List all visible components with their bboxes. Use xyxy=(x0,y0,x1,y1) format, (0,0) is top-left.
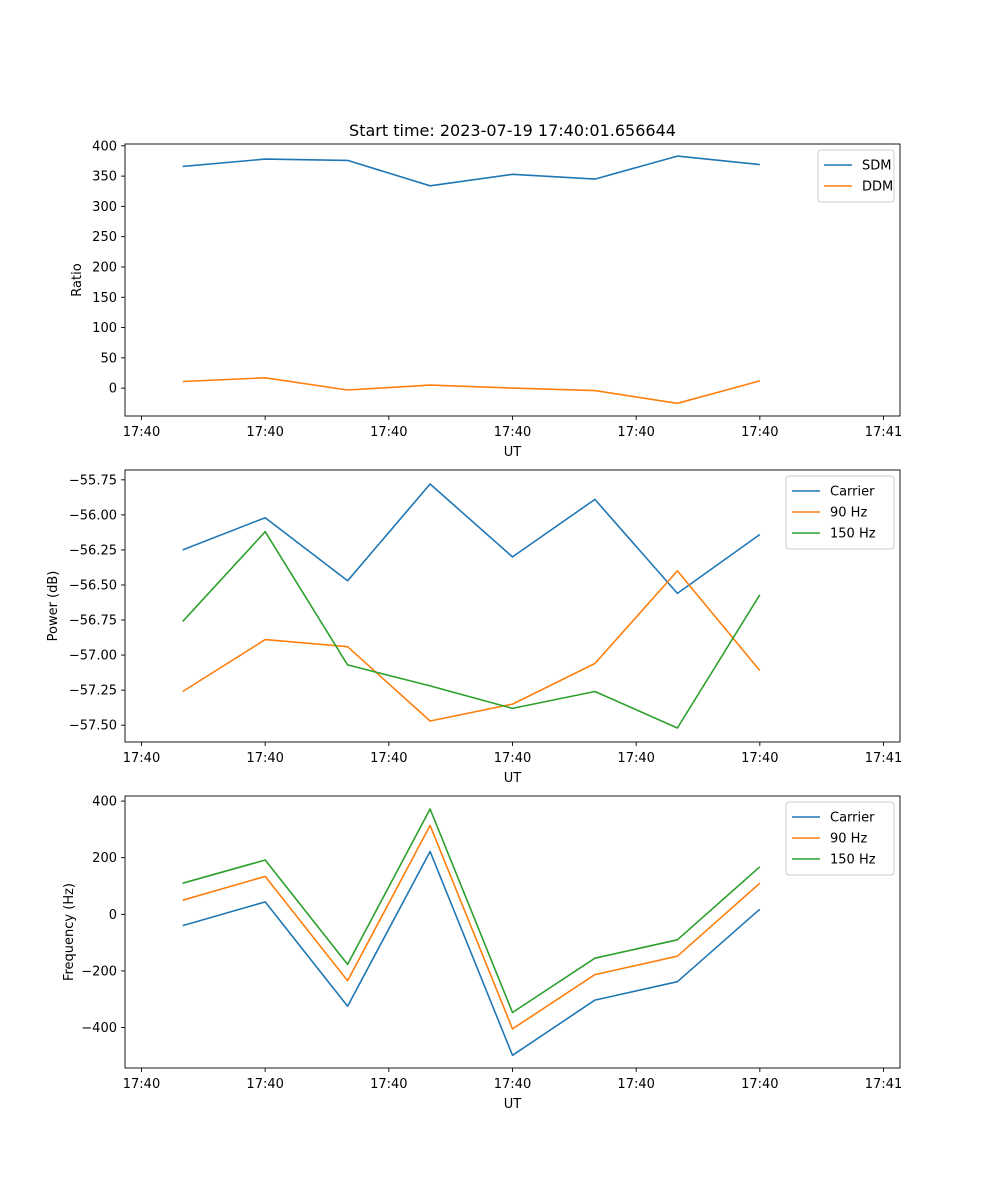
legend-box xyxy=(817,149,895,203)
y-tick-label: 0 xyxy=(109,382,117,397)
x-tick-label: 17:41 xyxy=(865,751,902,766)
x-tick-label: 17:40 xyxy=(123,1077,160,1092)
y-tick-label: 200 xyxy=(92,260,117,275)
series-line-90-hz xyxy=(182,824,761,1030)
y-tick-label: −57.25 xyxy=(69,684,117,699)
y-tick-label: 300 xyxy=(92,200,117,215)
x-tick-label: 17:40 xyxy=(617,751,654,766)
series-line-carrier xyxy=(182,483,761,595)
x-tick-label: 17:40 xyxy=(123,751,160,766)
legend-label: 150 Hz xyxy=(830,853,876,868)
y-axis-label: Power (dB) xyxy=(46,571,61,642)
legend-label: SDM xyxy=(862,159,891,174)
x-tick-label: 17:40 xyxy=(370,425,407,440)
x-tick-label: 17:40 xyxy=(741,425,778,440)
y-tick-label: 400 xyxy=(92,139,117,154)
y-tick-label: 100 xyxy=(92,321,117,336)
y-tick-label: 350 xyxy=(92,170,117,185)
x-tick-label: 17:40 xyxy=(370,1077,407,1092)
y-tick-label: 0 xyxy=(109,908,117,923)
y-tick-label: 50 xyxy=(100,351,117,366)
legend-label: DDM xyxy=(862,180,893,195)
legend-label: Carrier xyxy=(830,485,875,500)
x-tick-label: 17:40 xyxy=(741,751,778,766)
legend-label: 90 Hz xyxy=(830,506,867,521)
series-line-carrier xyxy=(182,850,761,1057)
x-tick-label: 17:40 xyxy=(494,751,531,766)
subplot-1: Start time: 2023-07-19 17:40:01.656644 17… xyxy=(70,121,902,460)
y-tick-label: −200 xyxy=(81,964,117,979)
x-tick-label: 17:40 xyxy=(370,751,407,766)
x-tick-label: 17:40 xyxy=(123,425,160,440)
x-tick-label: 17:40 xyxy=(494,1077,531,1092)
y-tick-label: −56.25 xyxy=(69,543,117,558)
chart-title: Start time: 2023-07-19 17:40:01.656644 xyxy=(349,121,676,140)
x-tick-label: 17:40 xyxy=(741,1077,778,1092)
legend: Carrier 90 Hz 150 Hz xyxy=(785,475,895,550)
series-line-ddm xyxy=(182,376,761,405)
legend: SDM DDM xyxy=(817,149,895,203)
x-tick-label: 17:40 xyxy=(494,425,531,440)
x-tick-label: 17:41 xyxy=(865,425,902,440)
series-line-90-hz xyxy=(182,570,761,722)
series-line-150-hz xyxy=(182,808,761,1014)
y-tick-label: −56.50 xyxy=(69,578,117,593)
y-axis-label: Ratio xyxy=(70,263,85,296)
series-line-150-hz xyxy=(182,530,761,729)
legend-label: 150 Hz xyxy=(830,527,876,542)
y-tick-label: −57.50 xyxy=(69,719,117,734)
x-axis-label: UT xyxy=(504,1097,522,1112)
x-tick-label: 17:40 xyxy=(246,1077,283,1092)
y-tick-label: −56.00 xyxy=(69,508,117,523)
y-tick-label: 200 xyxy=(92,851,117,866)
x-tick-label: 17:40 xyxy=(246,751,283,766)
axes-frame xyxy=(124,143,901,417)
legend-label: Carrier xyxy=(830,811,875,826)
legend-box xyxy=(785,475,895,550)
axes-frame xyxy=(124,469,901,743)
y-axis-label: Frequency (Hz) xyxy=(62,883,77,981)
x-tick-label: 17:40 xyxy=(617,1077,654,1092)
x-axis-label: UT xyxy=(504,771,522,786)
x-axis-label: UT xyxy=(504,445,522,460)
subplot-3: 17:40 17:40 17:40 17:40 17:40 17:40 17:41 −400 −… xyxy=(62,795,902,1112)
y-tick-label: −55.75 xyxy=(69,473,117,488)
series-line-sdm xyxy=(182,155,760,187)
y-tick-label: 400 xyxy=(92,795,117,810)
x-tick-label: 17:41 xyxy=(865,1077,902,1092)
x-tick-label: 17:40 xyxy=(617,425,654,440)
legend: Carrier 90 Hz 150 Hz xyxy=(785,801,895,876)
y-tick-label: 250 xyxy=(92,230,117,245)
y-tick-label: 150 xyxy=(92,291,117,306)
x-tick-label: 17:40 xyxy=(246,425,283,440)
subplot-2: 17:40 17:40 17:40 17:40 17:40 17:40 17:41 −57.5… xyxy=(46,469,902,786)
y-tick-label: −400 xyxy=(81,1021,117,1036)
legend-label: 90 Hz xyxy=(830,832,867,847)
legend-box xyxy=(785,801,895,876)
y-tick-label: −57.00 xyxy=(69,649,117,664)
y-tick-label: −56.75 xyxy=(69,614,117,629)
